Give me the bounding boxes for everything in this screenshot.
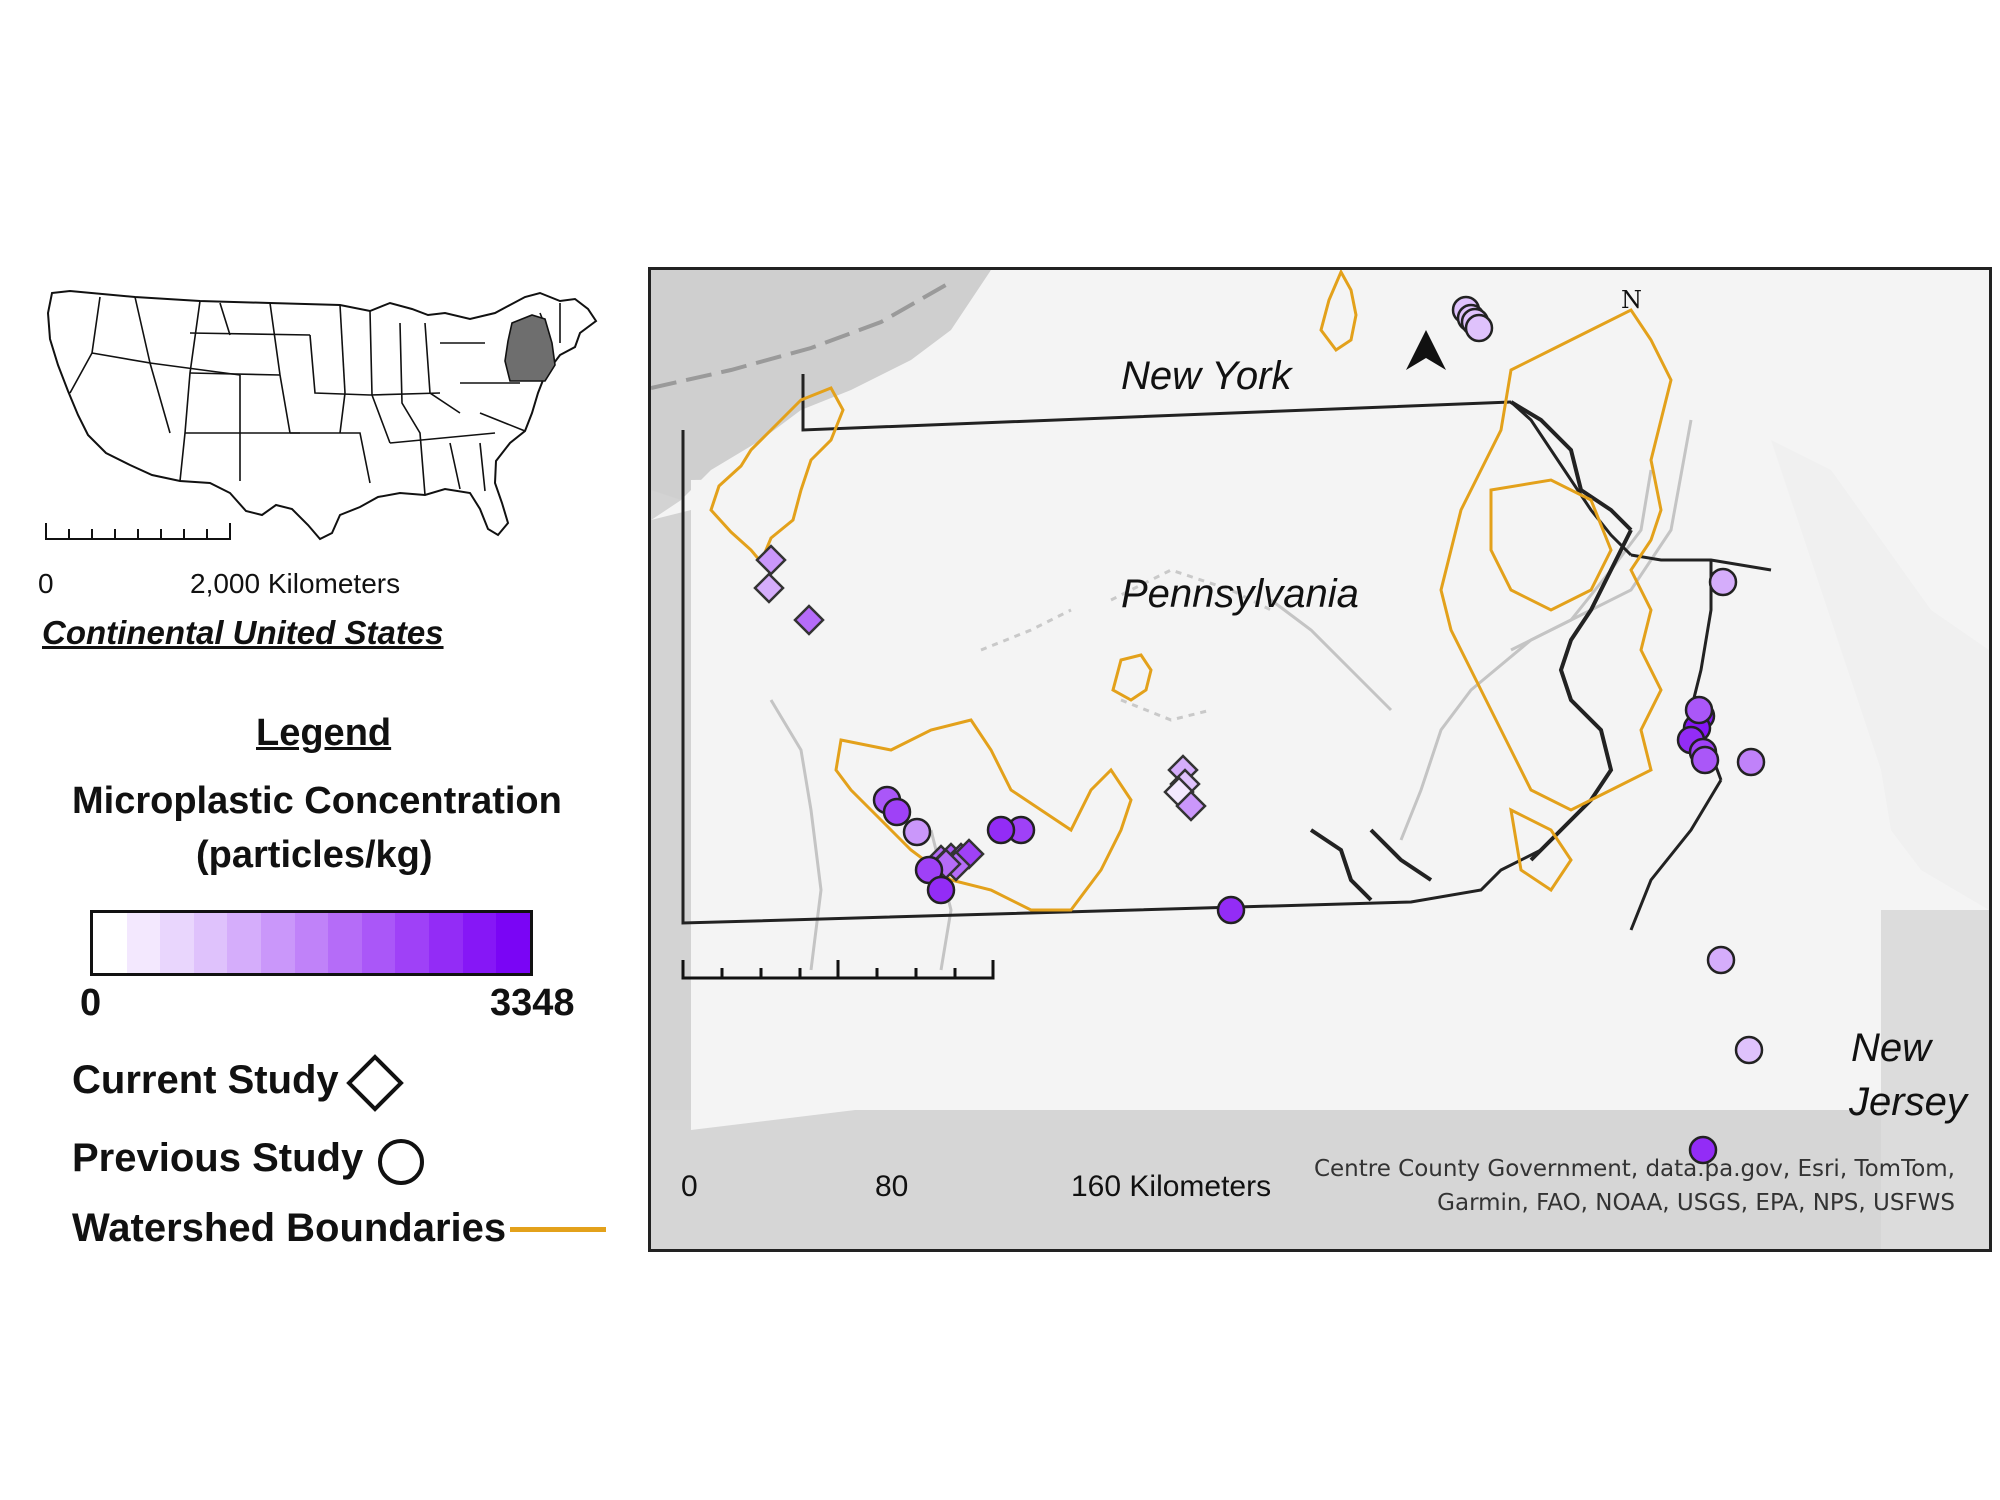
ramp-step (496, 913, 530, 973)
ramp-step (93, 913, 127, 973)
ramp-step (328, 913, 362, 973)
ramp-step (193, 913, 228, 973)
current-study-sample-diamond (793, 604, 825, 636)
watershed-central (1111, 653, 1153, 702)
previous-study-sample-circle (926, 875, 956, 905)
legend-current-study-label: Current Study (72, 1058, 339, 1102)
label-new-jersey-line2: Jersey (1849, 1080, 1967, 1124)
previous-study-sample-circle (1708, 567, 1738, 597)
delaware-river (1309, 400, 1633, 902)
previous-study-sample-circle (882, 797, 912, 827)
previous-study-sample-circle (902, 817, 932, 847)
watershed-east-south (1509, 807, 1573, 893)
main-map-canvas (651, 270, 1989, 1249)
dotted-rivers (980, 568, 1272, 722)
south-gray-region (651, 1110, 1989, 1249)
legend-watershed-label: Watershed Boundaries (72, 1206, 507, 1250)
map-attribution-line2: Garmin, FAO, NOAA, USGS, EPA, NPS, USFWS (1437, 1190, 1955, 1216)
legend-previous-study-label: Previous Study (72, 1136, 364, 1180)
ramp-step (462, 913, 497, 973)
west-gray-region (651, 490, 691, 1249)
previous-study-sample-circle (1464, 313, 1494, 343)
ramp-step (294, 913, 329, 973)
map-attribution-line1: Centre County Government, data.pa.gov, E… (1313, 1156, 1955, 1182)
ramp-step (395, 913, 430, 973)
current-study-sample-diamond (1175, 790, 1207, 822)
circle-symbol-icon (378, 1139, 424, 1185)
label-new-york: New York (1121, 354, 1292, 398)
legend-title: Legend (256, 712, 392, 754)
previous-study-samples (872, 295, 1766, 1165)
inset-scale-bar (45, 523, 231, 540)
main-map[interactable]: New York Pennsylvania New Jersey N 0 80 … (648, 267, 1992, 1252)
ramp-max-label: 3348 (490, 982, 575, 1024)
ramp-step (361, 913, 396, 973)
watershed-east-large (1439, 308, 1673, 812)
inset-scale-label: 2,000 Kilometers (190, 568, 401, 599)
previous-study-sample-circle (1688, 1135, 1718, 1165)
label-pennsylvania: Pennsylvania (1121, 572, 1359, 616)
ramp-step (429, 913, 463, 973)
diamond-symbol-icon (346, 1054, 404, 1112)
watershed-line-symbol (510, 1227, 606, 1232)
ramp-min-label: 0 (80, 982, 102, 1024)
lake-erie (651, 270, 991, 520)
southeast-gray-region (1881, 910, 1989, 1249)
previous-study-sample-circle (1216, 895, 1246, 925)
new-york-state-area (851, 270, 1989, 790)
watershed-north-small (1319, 270, 1358, 353)
previous-study-sample-circle (1690, 745, 1720, 775)
concentration-color-ramp (90, 910, 533, 976)
new-york-pennsylvania-highlight (504, 314, 556, 382)
previous-study-sample-circle (1734, 1035, 1764, 1065)
legend-concentration-units: (particles/kg) (196, 834, 433, 876)
previous-study-sample-circle (986, 815, 1016, 845)
pennsylvania-state (691, 418, 1891, 1130)
current-study-sample-diamond (753, 572, 785, 604)
us-outline (46, 289, 598, 541)
ramp-step (160, 913, 194, 973)
watershed-southwest (834, 718, 1133, 912)
watershed-east-inner (1489, 478, 1613, 612)
ramp-step (126, 913, 161, 973)
ramp-step (261, 913, 295, 973)
north-label: N (1621, 286, 1642, 314)
ramp-step (227, 913, 262, 973)
map-scale-160: 160 Kilometers (1071, 1170, 1272, 1203)
lake-dashed-border (651, 280, 952, 390)
previous-study-sample-circle (1684, 695, 1714, 725)
previous-study-sample-circle (1706, 945, 1736, 975)
previous-study-sample-circle (1736, 747, 1766, 777)
north-arrow-icon (1406, 330, 1446, 370)
map-scale-zero: 0 (681, 1170, 698, 1203)
current-study-sample-diamond (755, 544, 787, 576)
us-state-lines (69, 296, 561, 496)
map-scale-80: 80 (875, 1170, 909, 1203)
continental-us-inset-map (45, 289, 598, 541)
label-new-jersey-line1: New (1851, 1026, 1932, 1070)
map-scale-bar (681, 960, 995, 980)
inset-title: Continental United States (42, 614, 444, 651)
inset-scale-zero: 0 (38, 568, 54, 599)
us-landmass (46, 289, 598, 541)
state-borders (681, 374, 1772, 931)
new-jersey-area (1771, 440, 1989, 910)
legend-concentration-title: Microplastic Concentration (72, 780, 562, 822)
current-study-samples (753, 544, 1207, 882)
